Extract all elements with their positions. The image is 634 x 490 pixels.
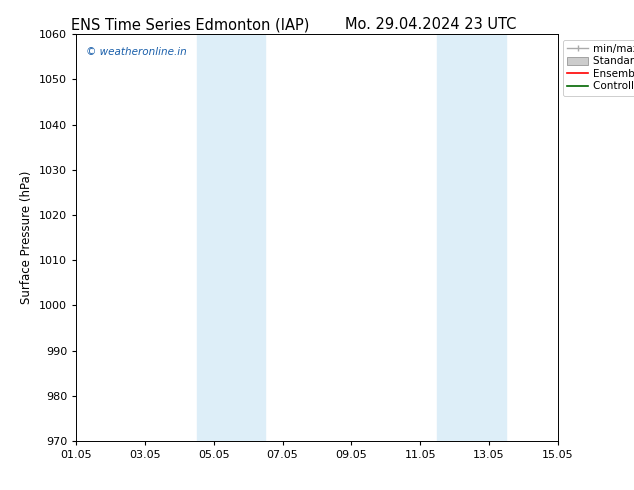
Text: © weatheronline.in: © weatheronline.in [86,47,186,56]
Bar [472,34,507,441]
Text: ENS Time Series Edmonton (IAP): ENS Time Series Edmonton (IAP) [71,17,309,32]
Legend: min/max, Standard deviation, Ensemble mean run, Controll run: min/max, Standard deviation, Ensemble me… [563,40,634,96]
Text: Mo. 29.04.2024 23 UTC: Mo. 29.04.2024 23 UTC [346,17,517,32]
Bar [231,34,266,441]
Bar [197,34,231,441]
Bar [437,34,472,441]
Y-axis label: Surface Pressure (hPa): Surface Pressure (hPa) [20,171,34,304]
